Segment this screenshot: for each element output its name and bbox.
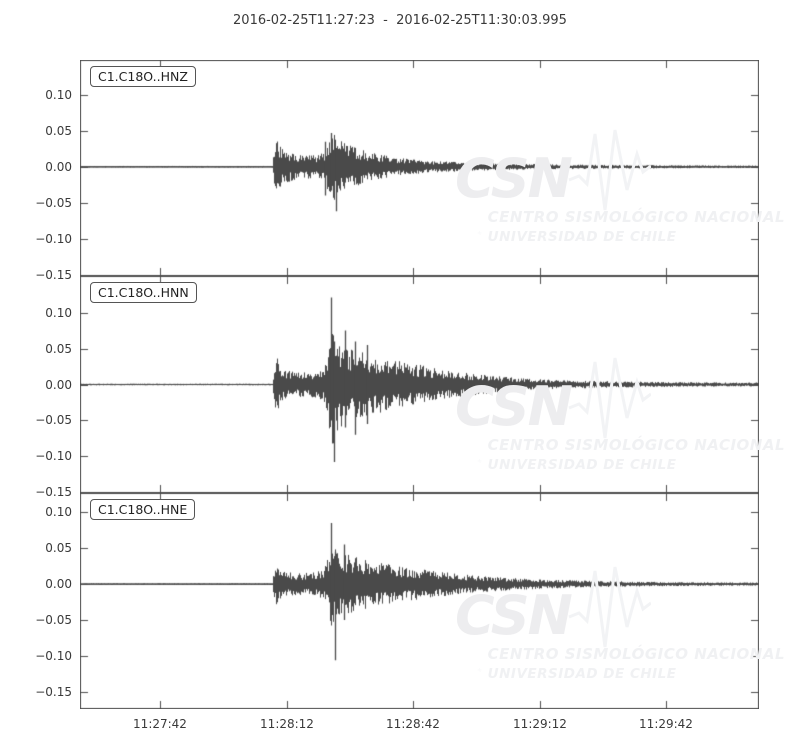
waveform-panel-hnz: CSN CENTRO SISMOLÓGICO NACIONAL UNIVERSI… [0, 60, 800, 276]
y-tick-label: −0.10 [35, 232, 72, 246]
y-tick-label: 0.05 [45, 124, 72, 138]
channel-label-hnn: C1.C18O..HNN [90, 282, 197, 303]
waveform-canvas-hne [80, 493, 759, 709]
x-tick-label: 11:28:12 [260, 717, 314, 731]
y-tick-label: 0.05 [45, 541, 72, 555]
x-tick-label: 11:29:42 [639, 717, 693, 731]
y-tick-label: 0.00 [45, 160, 72, 174]
waveform-canvas-hnn [80, 276, 759, 493]
waveform-panel-hnn: CSN CENTRO SISMOLÓGICO NACIONAL UNIVERSI… [0, 276, 800, 493]
y-tick-label: 0.10 [45, 505, 72, 519]
y-tick-label: −0.05 [35, 613, 72, 627]
y-tick-label: −0.05 [35, 413, 72, 427]
y-tick-label: 0.10 [45, 88, 72, 102]
channel-label-hnz: C1.C18O..HNZ [90, 66, 196, 87]
y-tick-label: −0.15 [35, 485, 72, 499]
x-tick-label: 11:27:42 [133, 717, 187, 731]
figure-title: 2016-02-25T11:27:23 - 2016-02-25T11:30:0… [233, 13, 567, 28]
y-tick-label: 0.05 [45, 342, 72, 356]
y-tick-label: 0.00 [45, 378, 72, 392]
x-tick-label: 11:28:42 [386, 717, 440, 731]
y-tick-label: 0.00 [45, 577, 72, 591]
y-tick-label: −0.15 [35, 685, 72, 699]
y-tick-label: −0.15 [35, 268, 72, 282]
y-tick-label: −0.10 [35, 649, 72, 663]
x-tick-label: 11:29:12 [513, 717, 567, 731]
channel-label-hne: C1.C18O..HNE [90, 499, 196, 520]
waveform-panel-hne: CSN CENTRO SISMOLÓGICO NACIONAL UNIVERSI… [0, 493, 800, 709]
y-tick-label: −0.05 [35, 196, 72, 210]
y-tick-label: 0.10 [45, 306, 72, 320]
y-tick-label: −0.10 [35, 449, 72, 463]
waveform-canvas-hnz [80, 60, 759, 276]
